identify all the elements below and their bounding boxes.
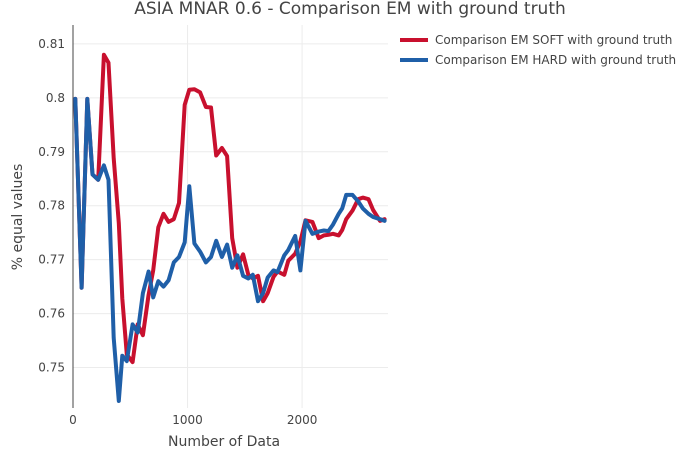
y-tick-label: 0.75 [38, 361, 65, 375]
x-tick-label: 1000 [172, 413, 203, 427]
legend[interactable]: Comparison EM SOFT with ground truth Comp… [400, 33, 676, 67]
series-line-soft [73, 52, 387, 365]
series-lines [73, 52, 387, 403]
x-tick-labels: 0 1000 2000 [69, 413, 317, 427]
chart-title: ASIA MNAR 0.6 - Comparison EM with groun… [134, 0, 566, 19]
legend-label: Comparison EM HARD with ground truth [435, 53, 676, 67]
legend-label: Comparison EM SOFT with ground truth [435, 33, 672, 47]
y-axis-title: % equal values [10, 164, 26, 271]
x-gridlines [187, 25, 303, 408]
x-axis-title: Number of Data [168, 434, 280, 450]
y-tick-label: 0.81 [38, 37, 65, 51]
y-tick-label: 0.79 [38, 145, 65, 159]
y-tick-label: 0.76 [38, 307, 65, 321]
y-tick-label: 0.78 [38, 199, 65, 213]
x-tick-label: 2000 [287, 413, 318, 427]
legend-item-soft[interactable]: Comparison EM SOFT with ground truth [400, 33, 672, 47]
y-tick-label: 0.77 [38, 253, 65, 267]
y-tick-label: 0.8 [46, 91, 65, 105]
series-line-hard [73, 96, 387, 403]
y-tick-labels: 0.75 0.76 0.77 0.78 0.79 0.8 0.81 [38, 37, 65, 375]
legend-item-hard[interactable]: Comparison EM HARD with ground truth [400, 53, 676, 67]
x-tick-label: 0 [69, 413, 77, 427]
